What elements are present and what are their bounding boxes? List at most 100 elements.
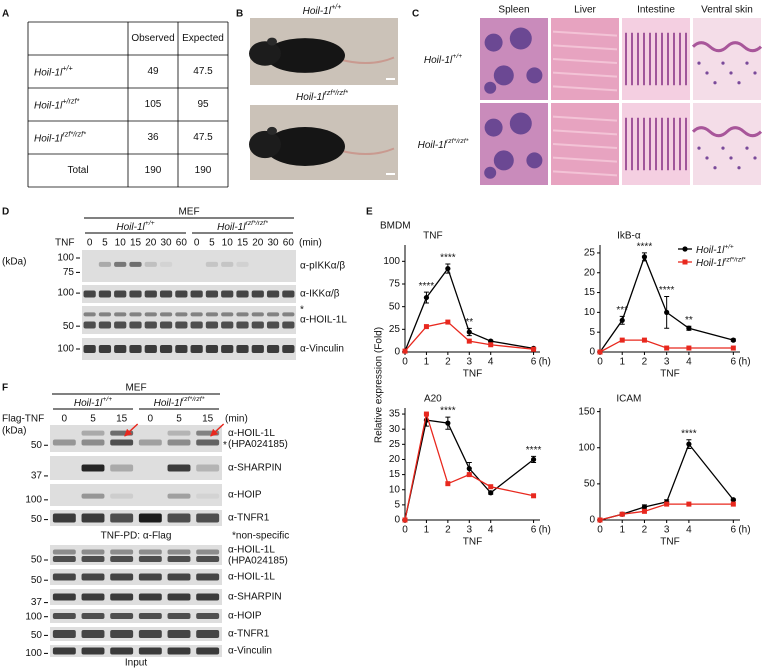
band xyxy=(129,290,142,298)
time-label: 10 xyxy=(222,238,234,249)
band xyxy=(221,290,234,298)
nucleus xyxy=(753,71,757,75)
band xyxy=(81,493,105,499)
time-label: 15 xyxy=(130,238,142,249)
chart-title: IkB-α xyxy=(617,231,641,242)
antibody-label: α-IKKα/β xyxy=(300,289,340,300)
texture xyxy=(552,143,618,149)
nucleus xyxy=(697,61,701,65)
mw-marker: 50 xyxy=(31,440,43,451)
band xyxy=(83,312,96,317)
time-label: 5 xyxy=(90,414,96,425)
gene: Hoil-1l xyxy=(296,92,325,103)
mouse-head xyxy=(249,130,281,159)
point xyxy=(641,337,647,343)
unit-label: (kDa) xyxy=(2,257,26,268)
point xyxy=(686,441,692,447)
significance: **** xyxy=(440,253,456,264)
band xyxy=(191,262,203,267)
mouse-ear xyxy=(267,126,277,135)
y-tick-label: 25 xyxy=(389,439,401,450)
band xyxy=(98,312,112,317)
genotype-label: Hoil-1l+/+ xyxy=(74,396,112,409)
band xyxy=(129,321,142,329)
band xyxy=(251,345,264,353)
section-label: Input xyxy=(125,658,147,668)
follicle xyxy=(526,152,543,169)
follicle xyxy=(509,112,532,135)
band xyxy=(53,431,76,436)
tissue-label: Liver xyxy=(574,5,596,16)
point xyxy=(597,517,603,523)
band xyxy=(110,493,134,499)
band xyxy=(83,345,96,353)
band xyxy=(110,513,134,523)
point xyxy=(686,501,692,507)
significance: **** xyxy=(419,281,435,292)
y-tick-label: 150 xyxy=(578,406,595,417)
band xyxy=(52,630,76,638)
band xyxy=(159,312,173,317)
time-label: 15 xyxy=(237,238,249,249)
x-axis-label: TNF xyxy=(463,537,482,548)
x-tick-label: 4 xyxy=(488,525,494,536)
y-tick-label: 25 xyxy=(584,248,596,259)
genotype-label: Hoil-1l+/+ xyxy=(116,220,154,233)
tail xyxy=(339,147,395,155)
panel-letter: E xyxy=(366,207,373,218)
point xyxy=(531,493,537,499)
antibody-label: α-HOIL-1L xyxy=(300,315,347,326)
band xyxy=(81,513,105,523)
band xyxy=(175,262,187,267)
time-label: 5 xyxy=(102,238,108,249)
point xyxy=(619,337,625,343)
mouse-ear xyxy=(267,37,277,46)
band xyxy=(129,345,142,353)
x-tick-label: 2 xyxy=(445,525,451,536)
time-label: 60 xyxy=(176,238,188,249)
band xyxy=(144,345,157,353)
genotype-label: Hoil-1l+/+ xyxy=(303,2,342,17)
band xyxy=(144,261,157,267)
legend-marker xyxy=(682,259,688,265)
point xyxy=(423,294,430,301)
tail xyxy=(339,56,395,64)
band xyxy=(110,464,134,472)
genotype-label: Hoil-1lrzf*/rzf* xyxy=(154,396,205,409)
allele: rzf*/rzf* xyxy=(62,129,86,138)
point xyxy=(423,411,429,417)
allele: +/+ xyxy=(452,53,462,60)
blot xyxy=(50,456,222,480)
band xyxy=(52,647,76,655)
band xyxy=(236,261,249,267)
follicle xyxy=(526,67,543,84)
x-tick-label: 3 xyxy=(467,525,473,536)
cell: Total xyxy=(67,165,88,176)
point xyxy=(530,456,537,463)
band xyxy=(159,290,173,298)
texture xyxy=(552,85,618,92)
series-line xyxy=(404,419,534,521)
arrow xyxy=(124,423,139,437)
band xyxy=(144,290,157,298)
band xyxy=(205,345,219,353)
gene: Hoil-1l xyxy=(34,67,63,78)
band xyxy=(84,262,96,267)
allele: rzf*/rzf* xyxy=(245,220,268,227)
band xyxy=(138,513,162,523)
significance: **** xyxy=(440,406,456,417)
mw-marker: 100 xyxy=(57,344,74,355)
follicle xyxy=(484,33,503,52)
band xyxy=(190,321,203,329)
point xyxy=(619,317,625,323)
mw-marker: 100 xyxy=(57,288,74,299)
nucleus xyxy=(737,166,741,170)
texture xyxy=(552,129,618,136)
y-tick-label: 10 xyxy=(389,484,401,495)
band xyxy=(221,345,234,353)
antibody-label: (HPA024185) xyxy=(228,556,288,567)
y-tick-label: 0 xyxy=(589,347,595,358)
band xyxy=(196,464,220,472)
time-label: 0 xyxy=(194,238,200,249)
band xyxy=(52,556,76,562)
